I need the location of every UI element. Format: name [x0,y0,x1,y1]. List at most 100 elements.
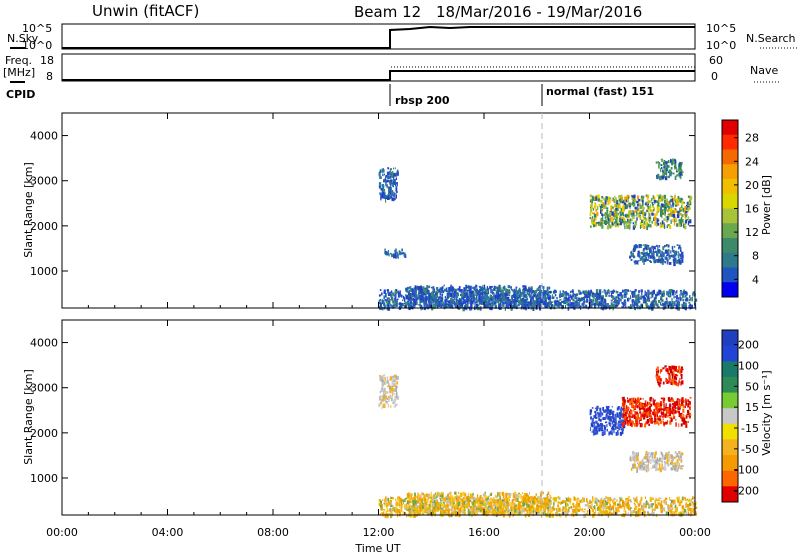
scatter-cell [603,204,606,209]
nave-tick-top: 60 [709,54,723,67]
scatter-cell [642,207,644,211]
scatter-cell [552,505,555,507]
scatter-cell [524,291,526,294]
scatter-cell [620,198,623,202]
scatter-cell [405,295,408,300]
scatter-cell [684,291,687,295]
scatter-cell [476,300,478,304]
scatter-cell [603,304,606,308]
scatter-cell [507,285,511,289]
scatter-cell [434,292,436,296]
scatter-cell [652,195,654,200]
scatter-cell [516,497,519,502]
scatter-cell [556,508,558,511]
scatter-cell [487,501,490,504]
scatter-cell [410,288,412,293]
scatter-cell [606,499,609,504]
scatter-cell [582,290,585,294]
scatter-cell [650,503,652,507]
scatter-cell [396,169,399,173]
scatter-cell [385,502,389,506]
scatter-cell [510,286,512,289]
scatter-cell [405,287,408,291]
scatter-cell [637,508,640,513]
scatter-cell [659,255,661,258]
scatter-cell [387,501,390,504]
scatter-cell [437,296,440,300]
scatter-cell [592,222,594,225]
scatter-cell [642,504,644,507]
scatter-cell [681,505,683,510]
scatter-cell [565,291,567,294]
scatter-cell [517,290,519,295]
scatter-cell [490,499,493,503]
scatter-cell [592,299,594,301]
scatter-cell [453,511,457,513]
nsky-label: N.Sky [7,32,39,45]
scatter-cell [501,507,504,511]
scatter-cell [600,203,604,208]
scatter-cell [644,245,646,250]
scatter-cell [661,209,664,212]
scatter-cell [522,288,525,293]
scatter-cell [458,288,461,292]
scatter-cell [643,505,646,509]
scatter-cell [636,498,638,503]
scatter-cell [382,173,384,177]
scatter-cell [623,508,625,512]
scatter-cell [458,492,460,494]
scatter-cell [605,305,608,310]
scatter-cell [564,499,567,503]
scatter-cell [664,207,667,212]
scatter-cell [403,296,405,299]
scatter-cell [689,199,691,203]
scatter-cell [602,505,604,510]
scatter-cell [547,491,550,495]
scatter-cell [530,305,533,308]
scatter-cell [565,508,568,512]
scatter-cell [659,261,662,264]
scatter-cell [615,302,617,307]
scatter-cell [483,291,486,294]
scatter-cell [401,252,403,255]
scatter-cell [497,293,500,298]
scatter-cell [572,304,575,309]
scatter-cell [446,499,449,504]
scatter-cell [568,299,571,302]
scatter-cell [619,217,622,222]
scatter-cell [514,502,516,507]
colorbar-segment [722,193,738,209]
scatter-cell [647,511,649,515]
scatter-cell [498,498,500,502]
scatter-cell [511,499,513,503]
scatter-cell [389,195,392,199]
scatter-cell [516,509,519,513]
scatter-cell [634,206,637,210]
scatter-cell [644,301,647,304]
scatter-cell [556,300,559,303]
scatter-cell [650,296,652,299]
scatter-cell [475,288,477,293]
scatter-cell [390,502,393,506]
scatter-cell [450,302,453,307]
scatter-cell [416,507,418,511]
scatter-cell [681,257,684,260]
scatter-cell [640,497,642,501]
scatter-cell [553,507,556,511]
scatter-cell [388,186,390,189]
scatter-cell [502,505,505,508]
scatter-cell [477,497,479,502]
scatter-cell [485,298,488,302]
scatter-cell [605,220,608,225]
scatter-cell [424,507,427,512]
scatter-cell [610,290,613,293]
scatter-cell [447,493,450,498]
scatter-cell [667,171,670,174]
scatter-cell [670,158,672,163]
scatter-cell [670,204,672,208]
scatter-cell [637,503,640,507]
scatter-cell [441,506,445,511]
scatter-cell [407,302,410,307]
scatter-cell [498,301,500,305]
scatter-cell [539,289,541,293]
